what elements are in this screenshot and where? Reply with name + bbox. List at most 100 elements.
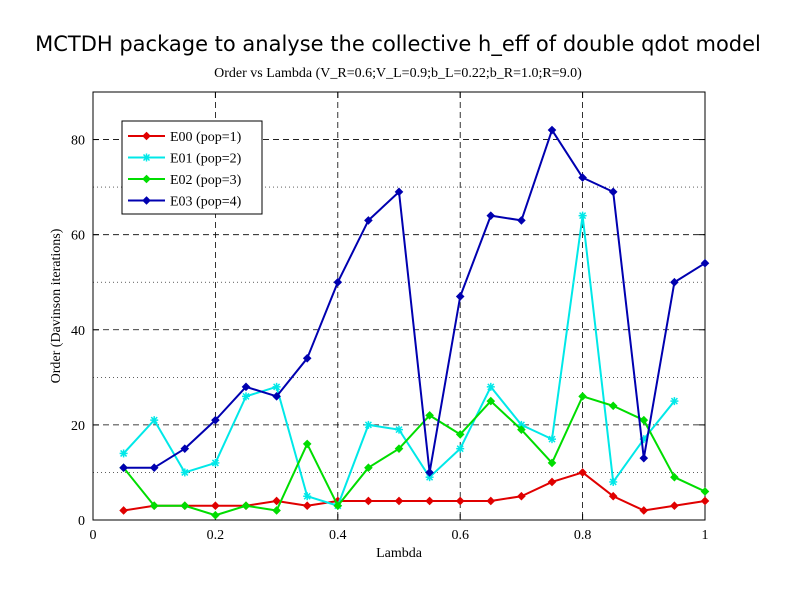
data-point bbox=[395, 425, 403, 434]
legend-label: E01 (pop=2) bbox=[170, 152, 242, 167]
data-point bbox=[425, 473, 434, 482]
data-point bbox=[547, 125, 557, 135]
data-point bbox=[180, 501, 190, 511]
data-point bbox=[211, 510, 220, 520]
data-point bbox=[639, 415, 649, 425]
data-point bbox=[364, 216, 373, 225]
data-point bbox=[394, 444, 404, 453]
data-point bbox=[608, 491, 618, 501]
data-point bbox=[578, 468, 587, 477]
data-point bbox=[700, 258, 710, 268]
data-point bbox=[333, 277, 343, 287]
data-point bbox=[364, 496, 373, 506]
data-point bbox=[486, 211, 496, 220]
data-point bbox=[609, 477, 618, 486]
data-point bbox=[486, 396, 496, 406]
x-tick-label: 0.4 bbox=[329, 528, 347, 543]
data-point bbox=[670, 277, 679, 287]
legend-label: E00 (pop=1) bbox=[170, 130, 242, 145]
data-point bbox=[211, 501, 220, 511]
data-point bbox=[639, 453, 649, 463]
series-line bbox=[123, 129, 706, 474]
data-point bbox=[211, 458, 220, 467]
data-point bbox=[425, 496, 434, 506]
data-point bbox=[241, 382, 251, 392]
data-point bbox=[149, 463, 159, 472]
x-tick-label: 1 bbox=[702, 528, 709, 543]
data-point bbox=[486, 496, 496, 506]
data-point bbox=[394, 496, 404, 506]
data-point bbox=[302, 501, 312, 511]
x-axis-label: Lambda bbox=[376, 546, 423, 561]
series-line bbox=[122, 214, 676, 507]
data-point bbox=[241, 501, 251, 511]
legend-marker bbox=[142, 131, 151, 141]
series-line bbox=[123, 471, 706, 512]
data-point bbox=[272, 496, 281, 506]
legend: E00 (pop=1) E01 (pop=2) E02 (pop=3) E03 (po… bbox=[121, 120, 263, 215]
data-point bbox=[119, 463, 128, 472]
data-point bbox=[548, 435, 556, 444]
data-point bbox=[211, 415, 220, 425]
series-3 bbox=[119, 125, 710, 477]
y-axis-label: Order (Davinson iterations) bbox=[49, 228, 64, 383]
data-point bbox=[517, 425, 526, 434]
data-point bbox=[364, 463, 373, 472]
data-point bbox=[486, 382, 495, 391]
data-point bbox=[517, 491, 526, 501]
grid bbox=[93, 91, 705, 520]
data-point bbox=[333, 501, 343, 511]
data-point bbox=[425, 411, 434, 420]
legend-item: E02 (pop=3) bbox=[128, 173, 242, 188]
x-tick-label: 0 bbox=[90, 528, 97, 543]
legend-item: E01 (pop=2) bbox=[128, 152, 242, 167]
data-point bbox=[242, 392, 250, 401]
series-line bbox=[122, 395, 706, 517]
plot-area bbox=[92, 91, 706, 521]
y-tick-label: 20 bbox=[71, 419, 85, 434]
data-point bbox=[455, 496, 465, 506]
data-point bbox=[547, 458, 557, 468]
data-point bbox=[670, 501, 679, 511]
data-point bbox=[119, 449, 128, 458]
data-point bbox=[456, 444, 465, 453]
legend-label: E03 (pop=4) bbox=[170, 195, 242, 210]
legend-item: E00 (pop=1) bbox=[128, 130, 242, 145]
x-tick-label: 0.8 bbox=[574, 528, 592, 543]
series-0 bbox=[119, 468, 710, 515]
data-point bbox=[578, 211, 587, 220]
data-point bbox=[272, 506, 281, 515]
data-point bbox=[425, 468, 434, 477]
data-point bbox=[608, 187, 618, 197]
data-point bbox=[180, 444, 190, 453]
legend-marker bbox=[142, 153, 151, 162]
data-point bbox=[394, 187, 404, 197]
data-point bbox=[303, 492, 312, 501]
legend-item: E03 (pop=4) bbox=[128, 195, 242, 210]
legend-marker bbox=[142, 196, 151, 205]
data-point bbox=[670, 472, 679, 482]
data-point bbox=[119, 506, 128, 515]
chart-title: MCTDH package to analyse the collective … bbox=[35, 32, 761, 57]
data-point bbox=[608, 401, 618, 411]
data-point bbox=[639, 506, 649, 515]
data-point bbox=[272, 382, 281, 391]
data-point bbox=[578, 392, 587, 401]
axis-ticks: 0 0.2 0.4 0.6 0.8 1 0 20 40 60 80 bbox=[71, 92, 709, 543]
legend-label: E02 (pop=3) bbox=[170, 173, 242, 188]
series-group bbox=[119, 125, 710, 520]
data-point bbox=[700, 496, 710, 506]
data-point bbox=[150, 416, 159, 425]
data-point bbox=[455, 292, 465, 301]
data-point bbox=[272, 392, 281, 401]
data-point bbox=[578, 173, 587, 182]
data-point bbox=[547, 477, 557, 487]
x-tick-label: 0.6 bbox=[451, 528, 469, 543]
y-tick-label: 40 bbox=[71, 324, 85, 339]
data-point bbox=[700, 487, 710, 496]
data-point bbox=[180, 468, 189, 477]
data-point bbox=[302, 354, 312, 363]
data-point bbox=[670, 397, 679, 406]
data-point bbox=[364, 420, 373, 429]
